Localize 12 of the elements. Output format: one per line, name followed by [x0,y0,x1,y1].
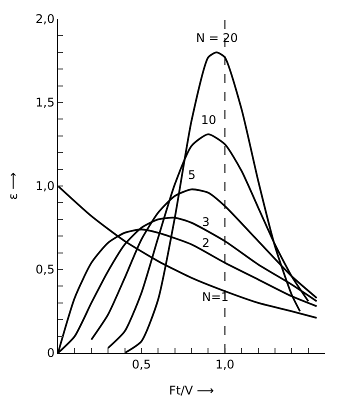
x-axis-title: Ft/V ⟶ [169,383,214,398]
y-tick-label: 2,0 [36,12,55,26]
series-label: 3 [202,215,210,229]
series-label: 10 [201,113,216,127]
y-tick-label: 0 [46,346,55,360]
series-label: 5 [188,168,196,182]
y-tick-label: 0,5 [36,262,55,277]
y-tick-label: 1,0 [36,179,55,194]
series-label: 2 [202,236,210,250]
y-axis-title: ε ⟶ [6,172,20,200]
y-tick-label: 1,5 [36,96,55,110]
series-label: N = 20 [196,31,238,45]
